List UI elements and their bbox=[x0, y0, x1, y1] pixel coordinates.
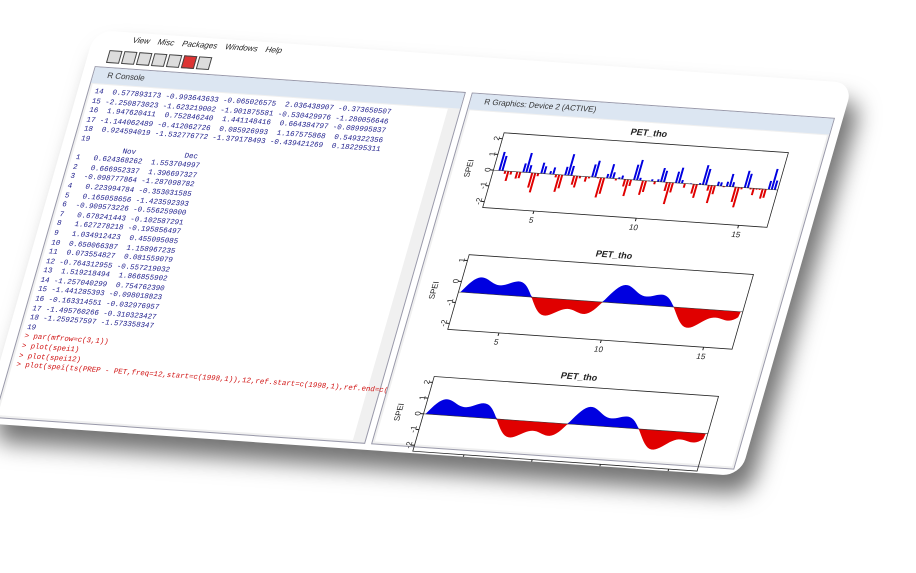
x-tick-label: 15 bbox=[695, 352, 707, 361]
x-tick bbox=[599, 464, 601, 468]
y-tick-label: -1 bbox=[478, 181, 489, 189]
x-tick-label: 2015 bbox=[656, 473, 677, 476]
menu-item[interactable]: Windows bbox=[224, 42, 259, 54]
x-tick-label: 5 bbox=[493, 338, 500, 347]
x-tick-label: 15 bbox=[730, 230, 742, 239]
menu-item[interactable]: Help bbox=[264, 45, 284, 56]
plot-title: PET_tho bbox=[595, 249, 635, 261]
y-axis-label: SPEI bbox=[462, 159, 476, 178]
y-tick-label: 0 bbox=[413, 410, 423, 415]
spei-series bbox=[495, 151, 779, 208]
spei-series bbox=[425, 399, 706, 450]
y-tick-label: -2 bbox=[439, 319, 450, 327]
zero-line bbox=[458, 291, 743, 313]
x-tick-label: 2010 bbox=[588, 469, 609, 476]
plot-box bbox=[447, 254, 754, 350]
y-tick-label: 1 bbox=[417, 395, 427, 400]
plot-title: PET_tho bbox=[560, 371, 600, 383]
plot-title: PET_tho bbox=[629, 127, 669, 139]
positive-area bbox=[460, 277, 741, 312]
y-tick-label: 2 bbox=[422, 379, 432, 384]
x-tick bbox=[737, 225, 740, 229]
screenshot: View Misc Packages Windows Help R Console 14… bbox=[0, 30, 854, 477]
x-tick bbox=[530, 459, 533, 463]
menu-item[interactable]: Packages bbox=[181, 39, 219, 51]
menu-item[interactable]: View bbox=[131, 35, 152, 46]
y-axis-label: SPEI bbox=[392, 403, 406, 422]
negative-area bbox=[495, 170, 767, 208]
y-tick-label: -2 bbox=[473, 197, 484, 205]
x-tick bbox=[702, 347, 705, 351]
x-tick bbox=[462, 454, 465, 458]
negative-area bbox=[425, 413, 706, 450]
x-tick bbox=[634, 218, 637, 222]
y-tick-label: -1 bbox=[445, 298, 456, 306]
x-tick-label: 2005 bbox=[519, 464, 540, 474]
zero-line bbox=[493, 169, 778, 191]
y-tick-label: -2 bbox=[404, 441, 415, 449]
negative-area bbox=[460, 292, 741, 328]
x-tick bbox=[599, 340, 602, 344]
spei-series bbox=[460, 277, 741, 328]
y-axis-label: SPEI bbox=[427, 281, 441, 300]
x-tick-label: 10 bbox=[593, 345, 605, 354]
positive-area bbox=[425, 399, 706, 434]
x-tick bbox=[497, 332, 500, 336]
zero-line bbox=[423, 413, 708, 435]
x-tick bbox=[532, 211, 535, 215]
x-tick bbox=[667, 469, 670, 473]
x-tick-label: 5 bbox=[528, 216, 535, 225]
y-tick-label: 2 bbox=[492, 135, 502, 140]
console-body: 14 0.577893173 -0.993643633 -0.065026575… bbox=[0, 83, 448, 440]
x-tick-label: 10 bbox=[628, 223, 640, 232]
y-tick-label: 0 bbox=[483, 167, 493, 172]
y-tick-label: 1 bbox=[487, 151, 497, 156]
y-tick-label: 1 bbox=[457, 257, 467, 262]
positive-area bbox=[498, 151, 779, 190]
y-tick-label: 0 bbox=[451, 278, 461, 283]
x-tick-label: 2000 bbox=[451, 459, 472, 469]
menu-item[interactable]: Misc bbox=[156, 37, 176, 48]
y-tick-label: -1 bbox=[408, 425, 419, 433]
